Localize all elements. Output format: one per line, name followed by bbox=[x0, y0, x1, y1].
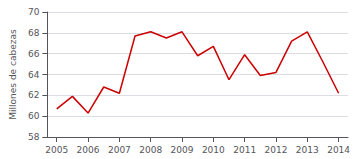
svg-text:2006: 2006 bbox=[77, 145, 100, 155]
svg-text:2005: 2005 bbox=[45, 145, 68, 155]
svg-text:2010: 2010 bbox=[202, 145, 225, 155]
svg-text:62: 62 bbox=[28, 90, 39, 100]
svg-text:2011: 2011 bbox=[233, 145, 256, 155]
svg-text:2014: 2014 bbox=[327, 145, 350, 155]
svg-text:64: 64 bbox=[28, 70, 40, 80]
svg-text:58: 58 bbox=[28, 132, 40, 142]
svg-text:70: 70 bbox=[28, 7, 40, 17]
svg-text:2012: 2012 bbox=[265, 145, 288, 155]
svg-text:2007: 2007 bbox=[108, 145, 131, 155]
svg-text:68: 68 bbox=[28, 28, 40, 38]
svg-text:60: 60 bbox=[28, 111, 40, 121]
svg-text:2013: 2013 bbox=[296, 145, 319, 155]
svg-text:2009: 2009 bbox=[171, 145, 194, 155]
svg-text:2008: 2008 bbox=[139, 145, 162, 155]
svg-text:Millones de cabezas: Millones de cabezas bbox=[8, 29, 18, 120]
svg-text:66: 66 bbox=[28, 49, 40, 59]
